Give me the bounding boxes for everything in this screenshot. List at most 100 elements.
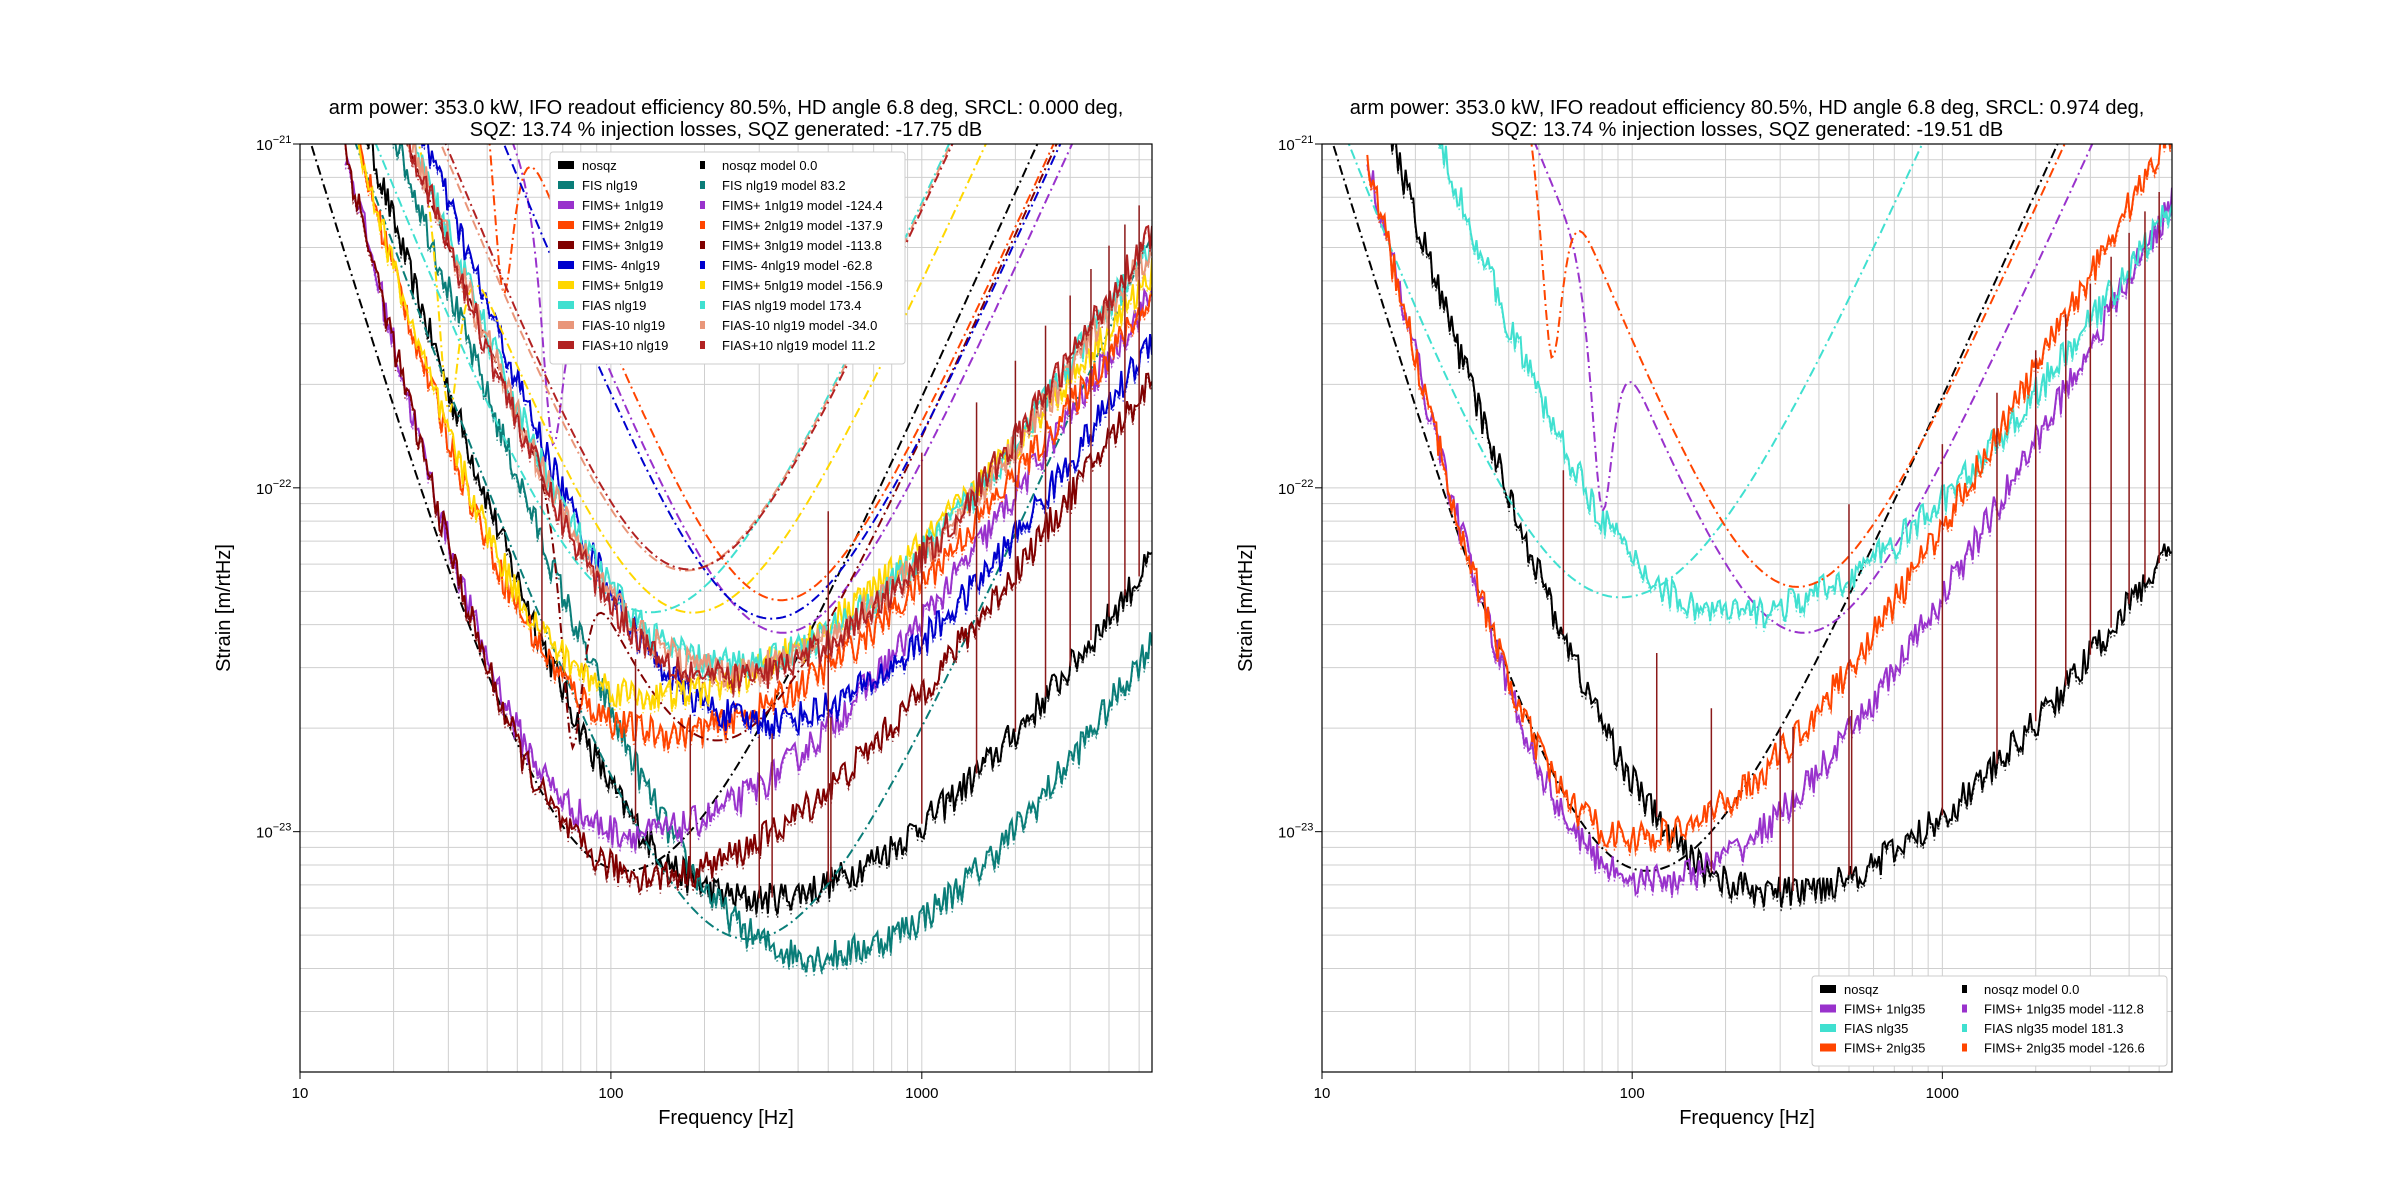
series-1-measured	[1366, 164, 2172, 896]
legend-swatch	[1820, 1043, 1836, 1052]
legend-swatch	[558, 321, 574, 329]
legend-swatch	[1820, 1024, 1836, 1032]
y-axis-label: Strain [m/rtHz]	[213, 544, 235, 672]
legend-swatch-model	[700, 161, 705, 169]
series-9-noise-model	[408, 144, 1152, 699]
legend-swatch	[558, 261, 574, 269]
chart-panel-1: 10 100 1000 10−21 10−22 10−23 arm power: 353.0…	[213, 97, 1153, 1129]
legend-entry: FIMS+ 1nlg19	[582, 198, 663, 213]
legend-entry-model: FIMS- 4nlg19 model -62.8	[722, 258, 872, 273]
legend-swatch-model	[700, 301, 705, 309]
legend-entry-model: FIMS+ 3nlg19 model -113.8	[722, 238, 882, 253]
legend-entry: FIMS+ 3nlg19	[582, 238, 663, 253]
series-6-model	[417, 144, 987, 614]
legend-entry: FIAS+10 nlg19	[582, 338, 668, 353]
legend-entry-model: FIMS+ 1nlg19 model -124.4	[722, 198, 883, 213]
x-tick-label: 1000	[905, 1085, 938, 1102]
legend-entry: FIMS- 4nlg19	[582, 258, 660, 273]
series-2-model	[1347, 144, 1924, 599]
legend-swatch	[558, 281, 574, 289]
series-0-measured	[366, 144, 1152, 915]
legend-swatch-model	[700, 221, 705, 229]
legend-swatch-model	[1962, 1043, 1967, 1052]
chart-title-line: SQZ: 13.74 % injection losses, SQZ gener…	[1491, 119, 2004, 141]
legend-entry-model: nosqz model 0.0	[1984, 982, 2079, 997]
series-3-model	[488, 144, 1055, 602]
plot-area	[1331, 144, 2172, 912]
legend-swatch	[1820, 985, 1836, 993]
legend-swatch	[558, 181, 574, 189]
chart-panel-2: 10 100 1000 10−21 10−22 10−23 arm power: 353.0…	[1235, 97, 2173, 1129]
legend-swatch-model	[1962, 1024, 1967, 1032]
legend-swatch-model	[700, 321, 705, 329]
series-5-model	[502, 144, 1062, 620]
series-2-measured	[1437, 144, 2172, 629]
series-8-measured	[407, 144, 1152, 689]
legend-entry-model: nosqz model 0.0	[722, 158, 817, 173]
y-tick-label: 10−21	[1278, 134, 1313, 154]
series-1-model	[1534, 144, 2094, 634]
x-tick-label: 100	[1620, 1085, 1645, 1102]
legend-swatch-model	[700, 281, 705, 289]
series-3-noise-model	[1366, 144, 2172, 858]
x-tick-label: 1000	[1926, 1085, 1959, 1102]
legend-entry: FIS nlg19	[582, 178, 638, 193]
grid	[1321, 144, 2172, 1073]
y-tick-label: 10−23	[1278, 822, 1313, 842]
series-0-noise-model	[365, 144, 1152, 919]
legend-entry: FIAS nlg35	[1844, 1021, 1908, 1036]
legend: nosqz nosqz model 0.0 FIS nlg19 FIS nlg19 m…	[549, 151, 906, 365]
legend-swatch-model	[700, 201, 705, 209]
legend: nosqz nosqz model 0.0 FIMS+ 1nlg35 FIMS+ 1n…	[1811, 975, 2168, 1067]
legend-swatch	[558, 161, 574, 169]
x-tick-label: 10	[292, 1085, 309, 1102]
y-tick-label: 10−23	[256, 822, 291, 842]
axes-frame	[1321, 143, 2173, 1073]
legend-entry: FIMS+ 1nlg35	[1844, 1002, 1925, 1017]
series-1-measured	[392, 144, 1152, 974]
legend-entry: FIMS+ 5nlg19	[582, 278, 663, 293]
legend-swatch-model	[700, 181, 705, 189]
legend-entry-model: FIMS+ 1nlg35 model -112.8	[1984, 1002, 2144, 1017]
legend-entry: FIMS+ 2nlg19	[582, 218, 663, 233]
series-1-noise-model	[1366, 168, 2172, 900]
y-axis-label: Strain [m/rtHz]	[1235, 544, 1257, 672]
chart-title-line: arm power: 353.0 kW, IFO readout efficie…	[329, 97, 1124, 119]
x-axis-label: Frequency [Hz]	[1679, 1107, 1815, 1129]
legend-swatch-model	[700, 241, 705, 249]
legend-swatch	[558, 241, 574, 249]
x-tick-label: 10	[1314, 1085, 1331, 1102]
series-2-noise-model	[1437, 144, 2172, 633]
legend-swatch	[1820, 1004, 1836, 1013]
chart-title-line: arm power: 353.0 kW, IFO readout efficie…	[1350, 97, 2145, 119]
legend-entry-model: FIMS+ 5nlg19 model -156.9	[722, 278, 883, 293]
legend-swatch	[558, 221, 574, 229]
legend-box	[1811, 975, 2168, 1067]
series-8-noise-model	[407, 144, 1152, 692]
legend-entry-model: FIAS-10 nlg19 model -34.0	[722, 318, 877, 333]
legend-swatch-model	[1962, 1004, 1967, 1013]
legend-entry-model: FIAS+10 nlg19 model 11.2	[722, 338, 875, 353]
series-4-noise-model	[344, 148, 1152, 897]
series-8-model	[439, 144, 952, 572]
series-0-model	[310, 144, 1039, 872]
series-3-model	[1530, 144, 2066, 588]
axes-frame	[299, 143, 1153, 1073]
y-tick-label: 10−22	[1278, 478, 1313, 498]
legend-entry: FIAS nlg19	[582, 298, 646, 313]
series-1-model	[354, 144, 1152, 941]
series-0-measured	[1390, 144, 2172, 908]
legend-swatch-model	[1962, 985, 1967, 993]
legend-entry: nosqz	[1844, 982, 1879, 997]
legend-entry: nosqz	[582, 158, 617, 173]
legend-swatch	[558, 341, 574, 349]
legend-swatch-model	[700, 261, 705, 269]
y-tick-label: 10−21	[256, 134, 291, 154]
chart-title-line: SQZ: 13.74 % injection losses, SQZ gener…	[470, 119, 983, 141]
x-tick-label: 100	[598, 1085, 623, 1102]
series-3-measured	[1366, 144, 2172, 855]
legend-entry-model: FIMS+ 2nlg35 model -126.6	[1984, 1041, 2145, 1056]
legend-entry-model: FIAS nlg19 model 173.4	[722, 298, 861, 313]
legend-entry: FIMS+ 2nlg35	[1844, 1041, 1925, 1056]
